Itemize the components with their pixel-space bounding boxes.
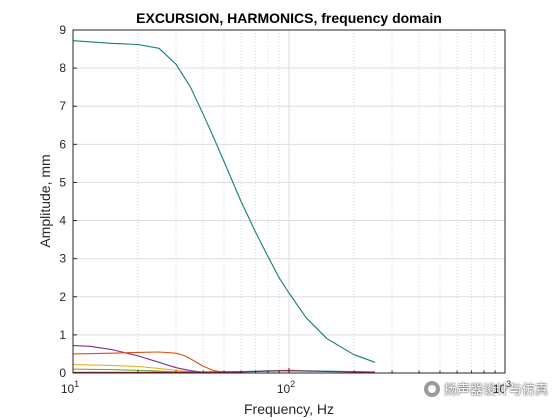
- x-tick-label: 102: [277, 379, 295, 396]
- y-tick-label: 8: [59, 61, 66, 75]
- y-tick-label: 7: [59, 99, 66, 113]
- y-tick-label: 9: [59, 23, 66, 37]
- watermark-text: 扬声器设计与仿真: [443, 383, 548, 398]
- grid: [73, 30, 505, 373]
- y-tick-label: 0: [59, 366, 66, 380]
- x-tick-exponent: 3: [506, 379, 511, 389]
- x-tick-base: 10: [277, 382, 291, 396]
- y-tick-label: 4: [59, 214, 66, 228]
- x-tick-label: 101: [61, 379, 79, 396]
- series-line: [72, 40, 376, 363]
- y-tick-label: 1: [59, 328, 66, 342]
- watermark: 扬声器设计与仿真: [423, 379, 548, 398]
- x-tick-exponent: 2: [290, 379, 295, 389]
- y-tick-label: 3: [59, 252, 66, 266]
- x-tick-label: 103: [493, 379, 511, 396]
- y-tick-label: 6: [59, 137, 66, 151]
- x-tick-base: 10: [61, 382, 75, 396]
- y-tick-label: 2: [59, 290, 66, 304]
- y-axis-label: Amplitude, mm: [37, 154, 53, 247]
- x-tick-exponent: 1: [74, 379, 79, 389]
- x-axis-label: Frequency, Hz: [244, 401, 334, 417]
- chart-title: EXCURSION, HARMONICS, frequency domain: [136, 10, 442, 26]
- wechat-icon: [423, 380, 440, 397]
- y-tick-label: 5: [59, 175, 66, 189]
- x-tick-base: 10: [493, 382, 507, 396]
